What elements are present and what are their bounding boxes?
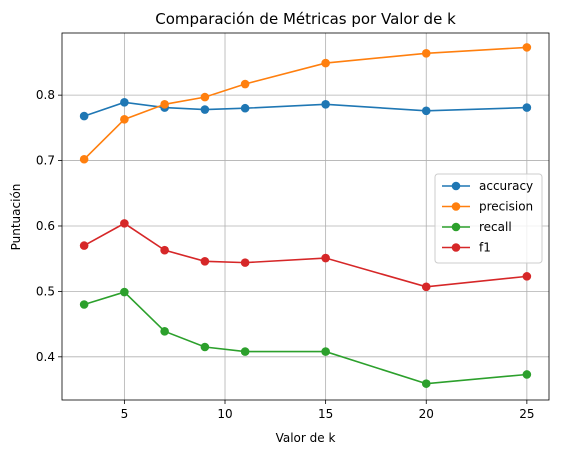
y-tick-label: 0.4 <box>36 350 55 364</box>
series-line-precision <box>83 46 527 160</box>
data-point-precision <box>522 43 532 52</box>
data-point-f1 <box>120 219 129 228</box>
data-point-recall <box>200 342 210 352</box>
x-tick-label: 10 <box>217 407 232 421</box>
data-point-f1 <box>240 258 250 267</box>
x-tick-label: 5 <box>121 407 129 421</box>
y-axis-label: Puntuación <box>9 184 23 251</box>
data-point-precision <box>200 92 210 102</box>
legend-marker <box>451 181 461 191</box>
data-point-accuracy <box>79 111 89 121</box>
data-point-precision <box>240 79 250 89</box>
data-point-precision <box>79 154 89 164</box>
legend-label: precision <box>479 200 533 214</box>
chart-title: Comparación de Métricas por Valor de k <box>155 10 456 28</box>
data-point-accuracy <box>522 103 532 112</box>
x-tick-label: 25 <box>519 407 534 421</box>
data-point-precision <box>321 58 330 68</box>
legend-marker <box>451 243 461 252</box>
data-point-recall <box>79 300 89 309</box>
x-axis-label: Valor de k <box>276 431 336 445</box>
x-tick-label: 20 <box>419 407 434 421</box>
data-point-precision <box>120 115 129 124</box>
series-group <box>79 43 532 388</box>
series-line-accuracy <box>83 101 527 117</box>
data-point-f1 <box>160 245 169 255</box>
data-point-f1 <box>200 257 210 266</box>
series-line-recall <box>83 291 527 385</box>
data-point-accuracy <box>240 103 250 113</box>
y-tick-label: 0.5 <box>36 284 55 298</box>
legend-item-recall: recall <box>442 220 512 234</box>
legend-box <box>434 173 543 264</box>
y-tick-label: 0.7 <box>36 154 55 168</box>
series-line-f1 <box>83 222 527 288</box>
x-axis-ticks: 5 10 15 20 25 <box>121 400 535 421</box>
data-point-accuracy <box>120 98 129 107</box>
data-point-recall <box>421 379 431 388</box>
y-tick-label: 0.8 <box>36 88 55 102</box>
legend-label: recall <box>479 220 512 234</box>
series-precision <box>79 43 532 164</box>
data-point-accuracy <box>200 105 210 114</box>
data-point-accuracy <box>421 106 431 116</box>
y-tick-label: 0.6 <box>36 219 55 233</box>
data-point-recall <box>522 370 532 379</box>
legend-marker <box>451 202 461 211</box>
y-axis-ticks: 0.4 0.5 0.6 0.7 0.8 <box>36 88 62 364</box>
data-point-f1 <box>79 241 89 250</box>
series-recall <box>79 287 532 388</box>
data-point-recall <box>120 287 129 297</box>
plot-frame <box>61 32 550 401</box>
legend-item-accuracy: accuracy <box>442 179 533 193</box>
legend-label: accuracy <box>479 179 533 193</box>
data-point-accuracy <box>321 100 330 109</box>
legend-label: f1 <box>479 241 491 255</box>
data-point-precision <box>421 48 431 58</box>
data-point-precision <box>160 100 169 109</box>
data-point-recall <box>321 347 330 356</box>
legend-item-precision: precision <box>442 200 533 214</box>
legend-item-f1: f1 <box>442 241 491 255</box>
data-point-recall <box>240 347 250 356</box>
data-point-recall <box>160 327 169 336</box>
legend: accuracy precision recall f1 <box>434 173 543 264</box>
data-point-f1 <box>421 282 431 292</box>
series-accuracy <box>79 98 532 121</box>
series-f1 <box>79 219 532 292</box>
data-point-f1 <box>522 272 532 281</box>
legend-marker <box>451 222 461 232</box>
data-point-f1 <box>321 253 330 263</box>
x-tick-label: 15 <box>318 407 333 421</box>
